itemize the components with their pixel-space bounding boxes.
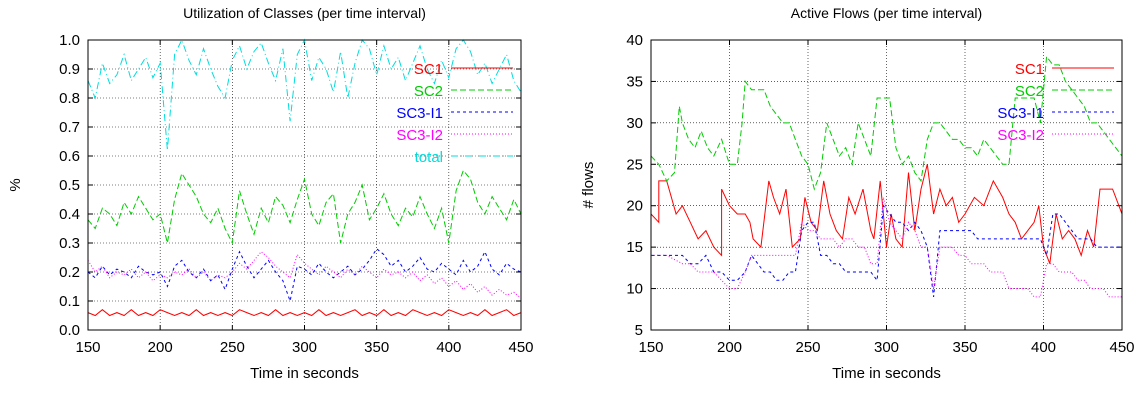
series-line-sc2 <box>87 169 522 245</box>
legend-label-total: total <box>415 149 443 166</box>
y-tick-label: 0.5 <box>59 177 80 194</box>
y-tick-label: 1.0 <box>59 32 80 49</box>
y-tick-label: 0.6 <box>59 148 80 165</box>
x-tick-label: 400 <box>436 339 461 356</box>
legend-label-sc2: SC2 <box>1015 83 1044 100</box>
x-tick-label: 150 <box>75 339 100 356</box>
x-axis-label: Time in seconds <box>832 365 941 382</box>
series-line-sc3-i1 <box>87 248 522 303</box>
y-tick-label: 0.3 <box>59 235 80 252</box>
y-tick-label: 20 <box>626 198 643 215</box>
x-tick-label: 150 <box>638 339 663 356</box>
y-tick-label: 10 <box>626 281 643 298</box>
y-axis-label: % <box>7 178 24 191</box>
y-tick-label: 0.1 <box>59 293 80 310</box>
y-tick-label: 5 <box>635 322 643 339</box>
y-tick-label: 0.2 <box>59 264 80 281</box>
y-tick-label: 0.8 <box>59 90 80 107</box>
y-tick-label: 35 <box>626 73 643 90</box>
series-line-sc1 <box>87 309 522 317</box>
y-tick-label: 25 <box>626 156 643 173</box>
series-line-sc2 <box>650 55 1123 191</box>
legend-label-sc3-i1: SC3-I1 <box>396 105 443 122</box>
series-line-sc3-i1 <box>651 204 1122 297</box>
series-line-sc1 <box>650 164 1123 264</box>
x-tick-label: 300 <box>292 339 317 356</box>
y-tick-label: 0.9 <box>59 61 80 78</box>
chart-title: Utilization of Classes (per time interva… <box>183 5 426 21</box>
y-tick-label: 30 <box>626 115 643 132</box>
active-flows-chart: 150 200 250 300 350 400 450 5 10 15 20 25 30 35 40 SC1 S… <box>580 5 1135 382</box>
legend-label-sc3-i2: SC3-I2 <box>396 127 443 144</box>
x-tick-label: 400 <box>1031 339 1056 356</box>
x-tick-label: 350 <box>364 339 389 356</box>
x-tick-label: 200 <box>148 339 173 356</box>
x-tick-label: 250 <box>795 339 820 356</box>
x-axis-label: Time in seconds <box>250 365 359 382</box>
plot-frame <box>87 39 522 331</box>
x-tick-label: 450 <box>1109 339 1134 356</box>
plot-frame <box>650 39 1123 331</box>
y-tick-label: 0.4 <box>59 206 80 223</box>
x-tick-label: 250 <box>220 339 245 356</box>
legend-label-sc1: SC1 <box>414 61 443 78</box>
y-tick-label: 0.0 <box>59 322 80 339</box>
x-tick-label: 300 <box>874 339 899 356</box>
legend-label-sc3-i2: SC3-I2 <box>997 127 1044 144</box>
x-tick-label: 350 <box>952 339 977 356</box>
x-tick-label: 200 <box>717 339 742 356</box>
legend-label-sc3-i1: SC3-I1 <box>997 105 1044 122</box>
x-tick-label: 450 <box>508 339 533 356</box>
y-tick-label: 40 <box>626 32 643 49</box>
chart-title: Active Flows (per time interval) <box>791 5 982 21</box>
legend-label-sc2: SC2 <box>414 83 443 100</box>
legend-label-sc1: SC1 <box>1015 61 1044 78</box>
y-axis-label: # flows <box>580 162 597 209</box>
y-tick-label: 15 <box>626 239 643 256</box>
utilization-chart: 150 200 250 300 350 400 450 0.0 0.1 0.2 0.3 0.4 0.5 0… <box>7 5 534 382</box>
y-tick-label: 0.7 <box>59 119 80 136</box>
